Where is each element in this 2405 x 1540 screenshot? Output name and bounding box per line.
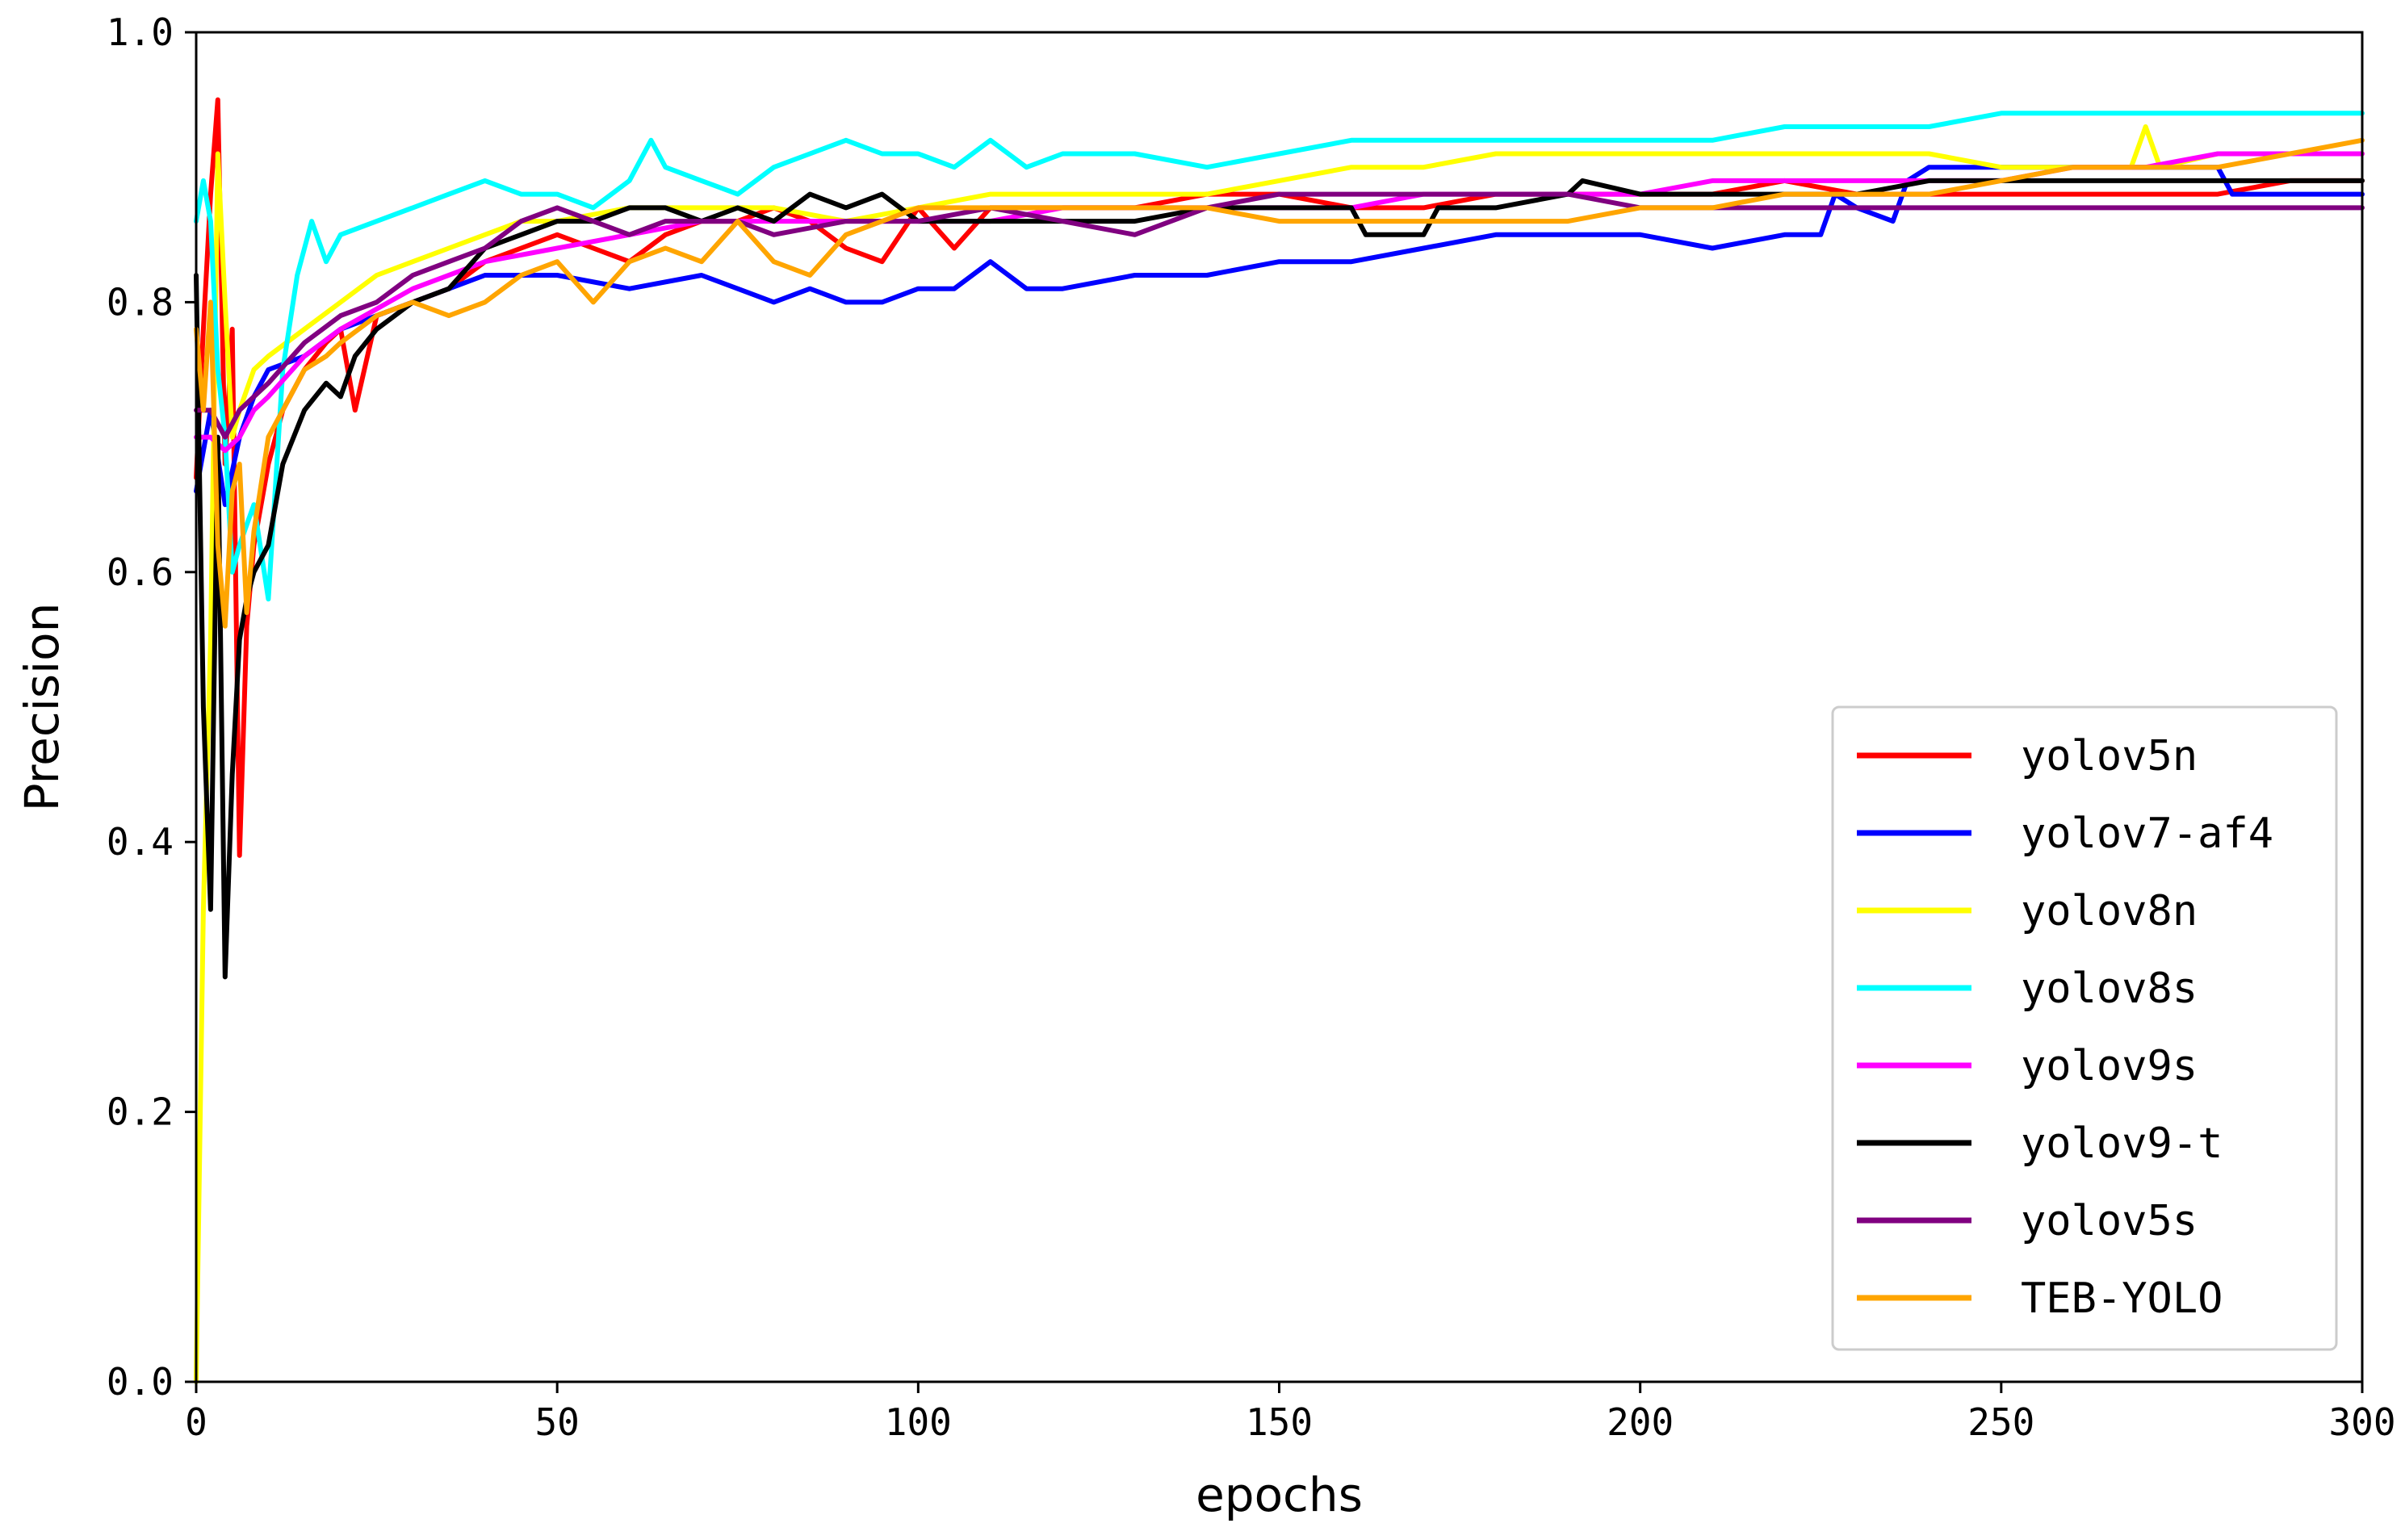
y-tick-label: 1.0 [107, 10, 174, 54]
y-tick-label: 0.0 [107, 1360, 174, 1404]
x-tick-label: 50 [534, 1400, 579, 1444]
series-layer [194, 97, 2365, 1384]
legend-label: yolov9-t [2021, 1119, 2223, 1168]
legend-label: yolov7-af4 [2021, 810, 2273, 858]
x-tick-label: 200 [1607, 1400, 1674, 1444]
x-axis-title: epochs [1196, 1467, 1363, 1522]
series-line-yolov8n [194, 124, 2365, 1384]
legend: yolov5n yolov7-af4 yolov8n yolov8s yolov9s yo… [1831, 705, 2338, 1351]
y-tick-label: 0.8 [107, 280, 174, 324]
y-tick-label: 0.6 [107, 550, 174, 594]
series-line-yolov8s [194, 111, 2365, 602]
x-tick-label: 0 [185, 1400, 207, 1444]
legend-label: TEB-YOLO [2021, 1274, 2223, 1323]
y-tick-label: 0.2 [107, 1090, 174, 1134]
series-line-yolov9-t [194, 178, 2365, 980]
legend-label: yolov5s [2021, 1197, 2198, 1245]
legend-label: yolov9s [2021, 1042, 2198, 1090]
x-tick-label: 150 [1246, 1400, 1313, 1444]
ticks-layer: 0 50 100 150 200 250 300 0.0 0.2 0.4 0.6 0.8 1.0 [107, 10, 2396, 1444]
legend-label: yolov8s [2021, 965, 2198, 1013]
x-tick-label: 100 [885, 1400, 952, 1444]
y-axis-title: Precision [15, 603, 69, 812]
legend-box [1831, 705, 2338, 1351]
legend-label: yolov8n [2021, 887, 2198, 935]
y-tick-label: 0.4 [107, 820, 174, 864]
legend-label: yolov5n [2021, 732, 2198, 780]
series-line-teb-yolo [194, 137, 2365, 629]
x-tick-label: 300 [2328, 1400, 2395, 1444]
x-tick-label: 250 [1967, 1400, 2034, 1444]
